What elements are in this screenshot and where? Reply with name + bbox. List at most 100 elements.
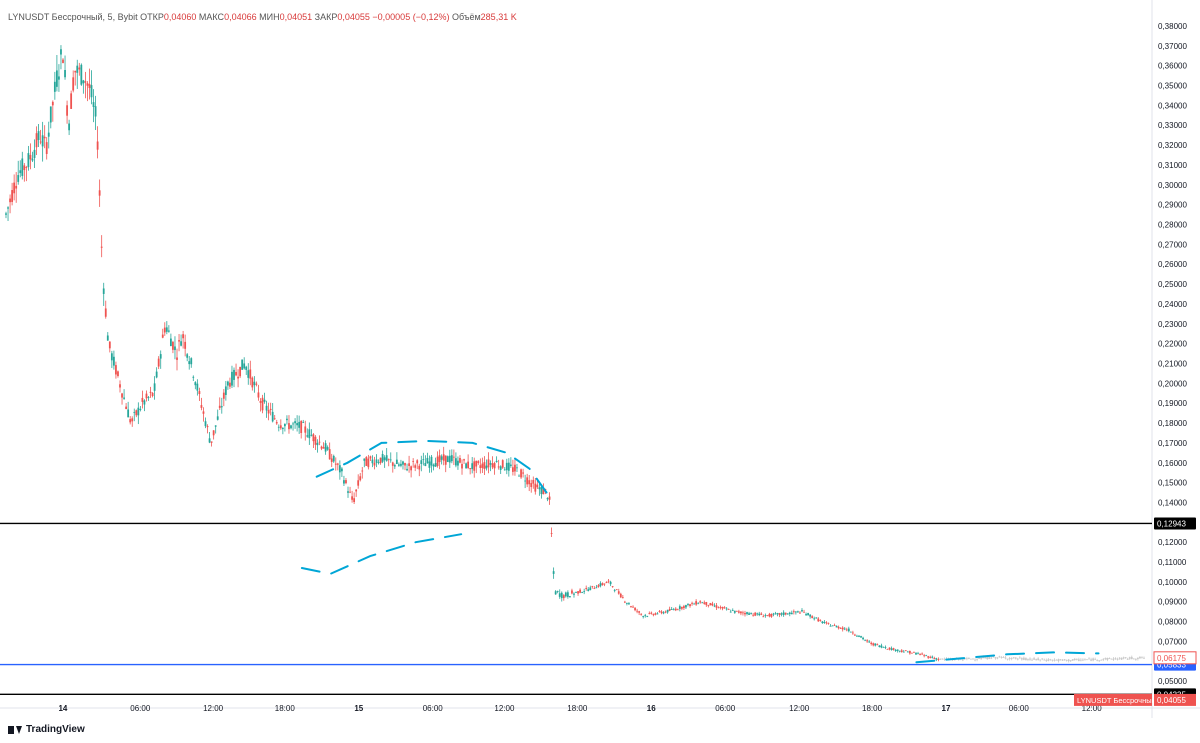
y-tick-label: 0,37000 <box>1158 42 1187 51</box>
candle-body <box>70 93 73 109</box>
candle-body <box>76 65 79 73</box>
candle-body <box>607 580 610 582</box>
y-tick-label: 0,15000 <box>1158 479 1187 488</box>
candle-body <box>379 457 382 464</box>
candle-body <box>196 383 199 391</box>
candle-body <box>41 135 44 147</box>
candle-body <box>1025 658 1027 661</box>
candle-body <box>613 590 616 591</box>
chart-legend: LYNUSDT Бессрочный, 5, Bybit ОТКР0,04060… <box>8 12 517 22</box>
candle-body <box>632 606 634 608</box>
y-tick-label: 0,27000 <box>1158 240 1187 249</box>
legend-change: −0,00005 (−0,12%) <box>372 12 450 22</box>
candle-body <box>1039 659 1042 661</box>
candle-body <box>837 626 840 629</box>
candle-body <box>444 455 447 465</box>
legend-open: 0,04060 <box>163 12 197 22</box>
candle-body <box>123 397 125 399</box>
candle-body <box>17 175 20 182</box>
candle-body <box>827 622 830 624</box>
candle-body <box>1128 657 1131 659</box>
candle-body <box>222 392 225 399</box>
candle-body <box>707 604 710 606</box>
candle-body <box>481 463 484 468</box>
candle-body <box>487 459 490 468</box>
candle-body <box>204 421 207 427</box>
candle-body <box>674 608 677 611</box>
candle-body <box>566 592 569 597</box>
candle-body <box>642 616 645 617</box>
candle-body <box>190 358 193 365</box>
candle-body <box>318 441 321 443</box>
candle-body <box>1031 659 1033 661</box>
candle-body <box>737 611 740 613</box>
candle-body <box>19 170 22 174</box>
candle-body <box>151 392 154 397</box>
candle-body <box>919 653 921 655</box>
candle-body <box>595 587 598 589</box>
candle-body <box>82 80 85 84</box>
candle-body <box>801 610 803 612</box>
candle-body <box>414 465 417 468</box>
candle-body <box>461 463 463 469</box>
candle-body <box>591 585 594 587</box>
candle-body <box>457 460 459 466</box>
y-tick-label: 0,08000 <box>1158 618 1187 627</box>
candle-body <box>646 616 649 617</box>
y-tick-label: 0,22000 <box>1158 340 1187 349</box>
candle-body <box>133 411 136 413</box>
candle-body <box>512 467 514 472</box>
candle-body <box>96 141 99 150</box>
candle-body <box>715 605 718 608</box>
candle-body <box>766 615 769 617</box>
candle-body <box>373 462 376 466</box>
candle-body <box>817 618 820 622</box>
candle-body <box>929 656 932 658</box>
candle-body <box>371 459 374 464</box>
candle-body <box>530 483 533 488</box>
candle-body <box>634 607 636 611</box>
candle-body <box>328 449 331 460</box>
candle-body <box>611 586 614 588</box>
candle-body <box>125 406 128 409</box>
candle-body <box>841 627 844 630</box>
candle-body <box>884 647 887 649</box>
tradingview-logo[interactable]: TradingView <box>8 724 85 735</box>
candle-body <box>1006 658 1009 660</box>
candle-body <box>363 458 366 461</box>
candle-body <box>1059 659 1062 661</box>
candle-body <box>1037 658 1040 661</box>
candle-body <box>729 611 732 613</box>
candle-body <box>1014 657 1017 659</box>
candle-body <box>636 610 638 612</box>
candle-body <box>393 465 396 467</box>
candle-body <box>286 418 288 421</box>
y-tick-label: 0,38000 <box>1158 22 1187 31</box>
candle-body <box>395 459 398 464</box>
candle-body <box>155 371 158 378</box>
candle-body <box>493 463 496 469</box>
candle-body <box>349 491 351 493</box>
candle-body <box>990 657 993 659</box>
candle-body <box>257 392 260 398</box>
y-tick-label: 0,34000 <box>1158 101 1187 110</box>
candle-body <box>330 458 333 462</box>
candle-body <box>878 645 881 647</box>
y-tick-label: 0,32000 <box>1158 141 1187 150</box>
y-tick-label: 0,10000 <box>1158 578 1187 587</box>
candle-body <box>644 615 647 617</box>
candle-body <box>923 655 926 657</box>
candle-body <box>398 464 400 466</box>
y-tick-label: 0,05000 <box>1158 677 1187 686</box>
candle-body <box>733 610 736 613</box>
candle-body <box>1027 659 1029 660</box>
x-tick-label: 06:00 <box>423 704 444 713</box>
candle-body <box>100 246 103 248</box>
candle-body <box>1065 660 1068 662</box>
candle-body <box>127 409 130 418</box>
candle-body <box>255 383 258 385</box>
candle-body <box>300 420 303 434</box>
candle-body <box>98 190 101 196</box>
candle-body <box>298 421 301 428</box>
